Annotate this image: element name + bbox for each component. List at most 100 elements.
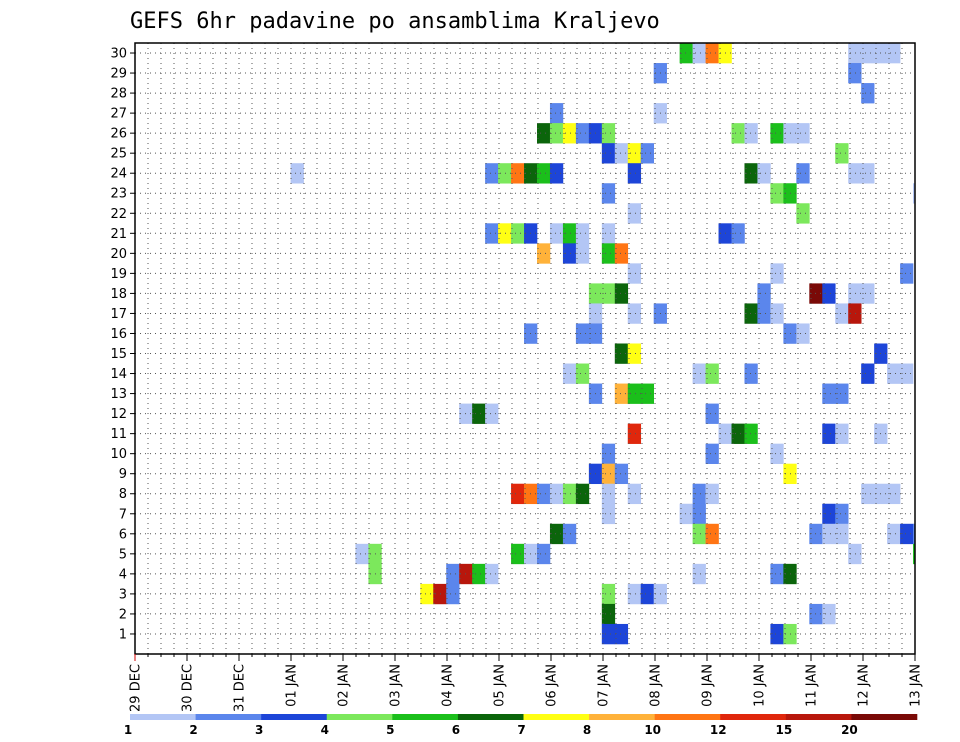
x-tick-label: 07 JAN <box>597 664 612 707</box>
heatmap-cell <box>575 223 590 244</box>
x-tick-label: 13 JAN <box>909 664 924 707</box>
heatmap-cell <box>549 103 564 124</box>
x-tick-label: 06 JAN <box>545 664 560 707</box>
heatmap-cell <box>446 583 460 605</box>
heatmap-cells <box>290 43 916 645</box>
heatmap-cell <box>627 203 642 224</box>
heatmap-cell <box>744 363 758 384</box>
heatmap-cell <box>549 523 564 545</box>
y-tick-label: 12 <box>110 407 127 422</box>
heatmap-cell <box>913 183 916 204</box>
heatmap-cell <box>731 223 745 244</box>
heatmap-cell <box>692 363 706 384</box>
heatmap-cell <box>731 123 745 144</box>
color-scale-swatch <box>195 714 262 720</box>
heatmap-cell <box>757 283 771 304</box>
heatmap-cell <box>601 443 616 464</box>
color-scale-swatch <box>326 714 393 720</box>
y-tick-label: 10 <box>110 447 127 462</box>
heatmap-cell <box>549 223 564 244</box>
y-tick-label: 18 <box>110 287 127 302</box>
heatmap-cell <box>498 163 512 184</box>
y-tick-label: 17 <box>110 307 127 322</box>
heatmap-cell <box>614 143 629 164</box>
heatmap-cell <box>627 583 642 605</box>
heatmap-cell <box>900 523 914 545</box>
heatmap-cell <box>614 283 629 304</box>
x-tick-label: 30 DEC <box>181 664 196 712</box>
chart-title: GEFS 6hr padavine po ansamblima Kraljevo <box>130 9 660 34</box>
x-tick-label: 11 JAN <box>805 664 820 707</box>
color-scale-swatch <box>130 714 196 720</box>
heatmap-cell <box>705 43 719 64</box>
heatmap-cell <box>575 123 590 144</box>
heatmap-cell <box>848 43 862 64</box>
heatmap-cell <box>562 223 577 244</box>
heatmap-cell <box>705 483 719 505</box>
color-scale-swatch <box>392 714 459 720</box>
heatmap-cell <box>705 443 719 464</box>
grid-lines <box>135 43 915 654</box>
heatmap-cell <box>614 463 629 485</box>
heatmap-cell <box>575 323 590 344</box>
heatmap-cell <box>627 483 642 505</box>
heatmap-cell <box>692 563 706 585</box>
heatmap-cell <box>887 43 901 64</box>
heatmap-cell <box>692 483 706 505</box>
heatmap-cell <box>679 43 693 64</box>
heatmap-cell <box>575 483 590 505</box>
heatmap-cell <box>549 483 564 505</box>
heatmap-cell <box>757 163 771 184</box>
heatmap-cell <box>627 423 642 444</box>
x-tick-label: 01 JAN <box>285 664 300 707</box>
heatmap-cell <box>614 623 629 645</box>
heatmap-cell <box>731 423 745 444</box>
y-tick-label: 28 <box>110 87 127 102</box>
heatmap-cell <box>705 363 719 384</box>
heatmap-cell <box>835 383 849 404</box>
y-tick-label: 30 <box>110 47 127 62</box>
heatmap-cell <box>822 603 836 625</box>
y-axis: 1234567891011121314151617181920212223242… <box>110 47 135 642</box>
heatmap-cell <box>485 563 499 585</box>
heatmap-cell <box>796 203 810 224</box>
x-tick-label: 29 DEC <box>129 664 144 712</box>
heatmap-cell <box>537 483 551 505</box>
heatmap-cell <box>640 143 655 164</box>
heatmap-cell <box>861 363 875 384</box>
x-tick-label: 04 JAN <box>441 664 456 707</box>
heatmap-cell <box>627 343 642 364</box>
y-tick-label: 3 <box>119 587 127 602</box>
y-tick-label: 22 <box>110 207 127 222</box>
x-axis: 29 DEC 30 DEC 31 DEC 01 JAN 02 JAN 03 JAN 04 J… <box>129 654 924 712</box>
heatmap-cell <box>822 423 836 444</box>
y-tick-label: 27 <box>110 107 127 122</box>
heatmap-cell <box>848 303 862 324</box>
heatmap-cell <box>498 223 512 244</box>
heatmap-cell <box>485 163 499 184</box>
heatmap-cell <box>705 523 719 545</box>
heatmap-cell <box>627 383 642 404</box>
color-scale-swatch <box>261 714 328 720</box>
heatmap-cell <box>744 123 758 144</box>
heatmap-cell <box>887 523 901 545</box>
heatmap-cell <box>511 223 525 244</box>
color-scale-swatch <box>589 714 655 720</box>
heatmap-cell <box>627 303 642 324</box>
heatmap-cell <box>601 583 616 605</box>
y-tick-label: 2 <box>119 607 127 622</box>
heatmap-cell <box>549 163 564 184</box>
heatmap-cell <box>848 163 862 184</box>
heatmap-cell <box>562 483 577 505</box>
heatmap-cell <box>562 523 577 545</box>
x-tick-label: 31 DEC <box>233 664 248 712</box>
heatmap-cell <box>640 583 655 605</box>
heatmap-cell <box>861 483 875 505</box>
heatmap-cell <box>614 343 629 364</box>
x-tick-label: 02 JAN <box>337 664 352 707</box>
y-tick-label: 20 <box>110 247 127 262</box>
y-tick-label: 13 <box>110 387 127 402</box>
color-scale-label: 20 <box>841 723 858 737</box>
heatmap-cell <box>601 503 616 525</box>
